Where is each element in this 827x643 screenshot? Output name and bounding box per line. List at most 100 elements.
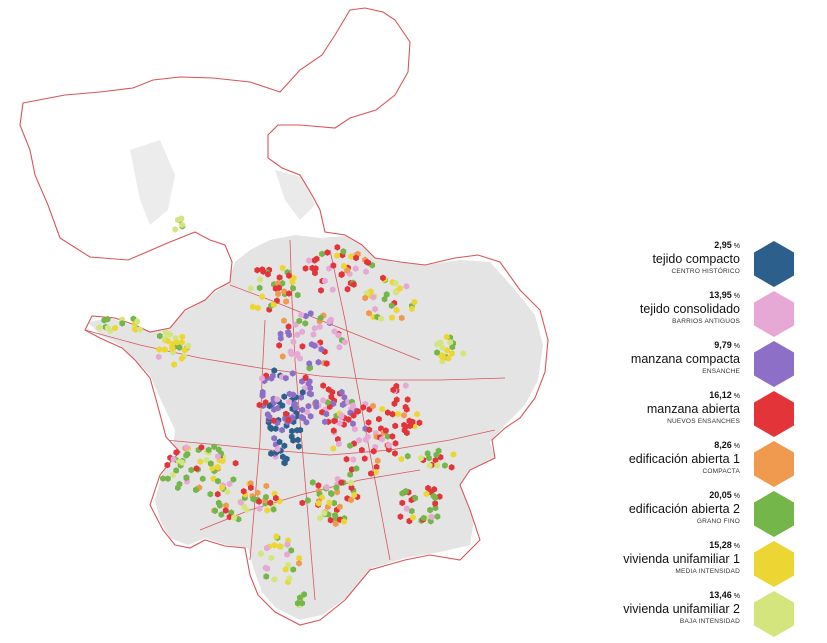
urban-fabric-hexagon bbox=[273, 494, 279, 502]
urban-fabric-hexagons bbox=[96, 215, 467, 609]
urban-fabric-hexagon bbox=[306, 390, 313, 397]
urban-fabric-hexagon bbox=[376, 415, 382, 423]
urban-fabric-hexagon bbox=[383, 291, 390, 298]
urban-fabric-hexagon bbox=[444, 347, 450, 354]
urban-fabric-hexagon bbox=[345, 416, 352, 423]
urban-fabric-hexagon bbox=[276, 438, 283, 446]
urban-fabric-hexagon bbox=[339, 401, 346, 409]
urban-fabric-hexagon bbox=[352, 265, 359, 272]
urban-fabric-hexagon bbox=[274, 396, 281, 403]
urban-fabric-hexagon bbox=[392, 280, 399, 287]
urban-fabric-hexagon bbox=[439, 352, 446, 359]
urban-fabric-hexagon bbox=[299, 343, 306, 350]
urban-fabric-hexagon bbox=[277, 330, 284, 338]
urban-fabric-hexagon bbox=[289, 427, 295, 435]
urban-fabric-hexagon bbox=[286, 290, 292, 297]
urban-fabric-hexagon bbox=[436, 493, 443, 500]
legend-label: manzana compacta bbox=[630, 352, 740, 366]
urban-fabric-hexagon bbox=[296, 443, 302, 450]
urban-fabric-hexagon bbox=[303, 312, 309, 320]
urban-fabric-hexagon bbox=[298, 311, 304, 319]
urban-fabric-hexagon bbox=[363, 268, 369, 275]
urban-fabric-hexagon bbox=[277, 335, 284, 342]
urban-fabric-hexagon bbox=[163, 329, 169, 336]
hexagon-texture-icon bbox=[754, 541, 794, 587]
urban-fabric-hexagon bbox=[248, 484, 254, 492]
urban-fabric-hexagon bbox=[313, 255, 320, 263]
urban-fabric-hexagon bbox=[262, 399, 269, 406]
urban-fabric-hexagon bbox=[338, 271, 345, 279]
urban-fabric-hexagon bbox=[313, 403, 320, 410]
urban-fabric-hexagon bbox=[223, 502, 229, 509]
urban-fabric-hexagon bbox=[426, 462, 433, 469]
urban-fabric-hexagon bbox=[336, 420, 343, 427]
urban-fabric-hexagon bbox=[276, 274, 283, 281]
urban-fabric-hexagon bbox=[372, 305, 378, 313]
urban-fabric-hexagon bbox=[432, 494, 439, 502]
urban-fabric-hexagon bbox=[280, 453, 286, 461]
urban-fabric-hexagon bbox=[279, 353, 286, 360]
urban-fabric-hexagon bbox=[281, 288, 287, 295]
urban-fabric-hexagon bbox=[172, 226, 178, 233]
urban-fabric-hexagon bbox=[268, 554, 275, 562]
urban-fabric-hexagon bbox=[301, 591, 307, 598]
urban-fabric-hexagon bbox=[416, 419, 423, 427]
urban-fabric-hexagon bbox=[392, 422, 399, 430]
urban-fabric-hexagon bbox=[360, 404, 366, 411]
urban-fabric-hexagon bbox=[373, 463, 380, 471]
urban-fabric-hexagon bbox=[323, 483, 330, 491]
urban-fabric-hexagon bbox=[341, 262, 347, 270]
urban-fabric-hexagon bbox=[231, 514, 237, 521]
legend-sublabel: NUEVOS ENSANCHES bbox=[667, 418, 740, 425]
urban-fabric-hexagon bbox=[286, 272, 292, 279]
urban-fabric-hexagon bbox=[199, 475, 206, 483]
urban-fabric-hexagon bbox=[214, 463, 221, 471]
legend-label: edificación abierta 1 bbox=[628, 452, 740, 466]
urban-fabric-hexagon bbox=[132, 326, 139, 333]
urban-fabric-hexagon bbox=[315, 482, 322, 489]
urban-fabric-hexagon bbox=[290, 437, 296, 444]
urban-fabric-hexagon bbox=[284, 551, 290, 558]
urban-fabric-hexagon bbox=[285, 561, 291, 569]
urban-fabric-hexagon bbox=[283, 410, 289, 418]
urban-fabric-hexagon bbox=[389, 314, 395, 321]
urban-fabric-hexagon bbox=[311, 342, 318, 349]
urban-fabric-hexagon bbox=[362, 294, 368, 302]
urban-fabric-hexagon bbox=[386, 442, 392, 449]
urban-fabric-hexagon bbox=[313, 399, 319, 406]
urban-fabric-hexagon bbox=[285, 416, 292, 424]
urban-fabric-hexagon bbox=[157, 332, 163, 340]
urban-fabric-hexagon bbox=[267, 424, 274, 431]
urban-fabric-hexagon bbox=[255, 304, 261, 312]
urban-fabric-hexagon bbox=[247, 285, 254, 292]
urban-fabric-hexagon bbox=[290, 285, 296, 292]
urban-fabric-hexagon bbox=[279, 264, 286, 272]
urban-fabric-hexagon bbox=[264, 544, 270, 552]
urban-fabric-hexagon bbox=[259, 266, 266, 273]
urban-fabric-hexagon bbox=[218, 511, 225, 518]
urban-fabric-hexagon bbox=[271, 542, 278, 549]
urban-fabric-hexagon bbox=[170, 471, 176, 479]
urban-fabric-hexagon bbox=[211, 443, 217, 451]
urban-fabric-hexagon bbox=[393, 306, 400, 314]
urban-fabric-hexagon bbox=[263, 482, 270, 490]
urban-fabric-hexagon bbox=[256, 284, 263, 292]
urban-fabric-hexagon bbox=[290, 338, 297, 345]
urban-fabric-hexagon bbox=[173, 449, 180, 456]
urban-fabric-hexagon bbox=[334, 244, 341, 251]
legend-label: vivienda unifamiliar 1 bbox=[623, 552, 740, 566]
urban-fabric-hexagon bbox=[235, 515, 242, 523]
urban-fabric-hexagon bbox=[232, 459, 239, 467]
urban-fabric-hexagon bbox=[318, 287, 324, 294]
urban-fabric-hexagon bbox=[104, 324, 111, 332]
urban-fabric-hexagon bbox=[370, 402, 376, 410]
urban-fabric-hexagon bbox=[335, 332, 342, 339]
urban-fabric-hexagon bbox=[238, 499, 244, 506]
urban-fabric-hexagon bbox=[351, 281, 357, 288]
urban-fabric-hexagon bbox=[275, 290, 281, 298]
urban-fabric-hexagon bbox=[299, 599, 305, 607]
urban-fabric-hexagon bbox=[397, 513, 404, 520]
urban-fabric-hexagon bbox=[222, 507, 229, 514]
urban-fabric-hexagon bbox=[193, 486, 199, 494]
urban-fabric-hexagon bbox=[347, 471, 353, 478]
